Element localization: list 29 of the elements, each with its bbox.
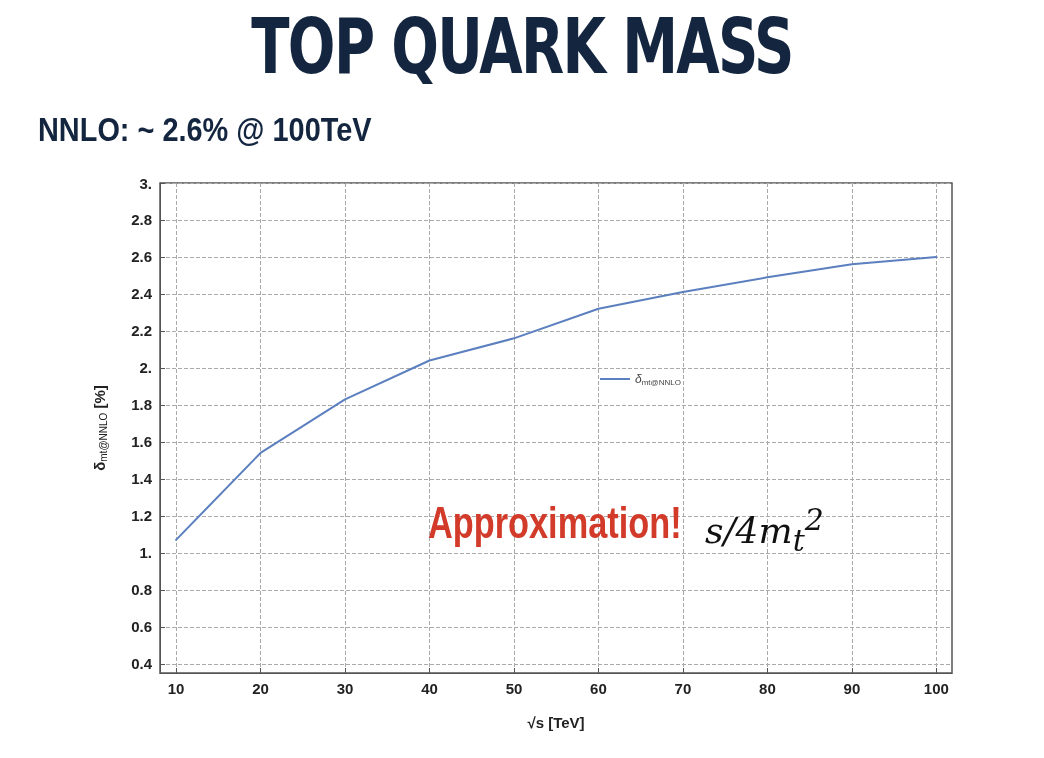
y-axis-title: δmt@NNLO [%] bbox=[90, 385, 109, 471]
x-tick-label: 20 bbox=[252, 680, 269, 697]
x-tick-label: 80 bbox=[759, 680, 776, 697]
x-tick-label: 10 bbox=[167, 680, 185, 697]
x-tick-label: 100 bbox=[923, 680, 949, 697]
y-tick-label: 1.2 bbox=[131, 507, 152, 525]
y-tick-label: 2. bbox=[139, 359, 152, 377]
y-tick-label: 2.8 bbox=[131, 211, 152, 229]
x-tick-label: 70 bbox=[674, 680, 692, 697]
y-tick-label: 2.2 bbox=[131, 322, 152, 340]
y-tick-label: 2.4 bbox=[131, 285, 153, 303]
y-tick-label: 0.6 bbox=[131, 618, 152, 636]
y-tick-label: 2.6 bbox=[131, 248, 152, 266]
chart-subtitle: NNLO: ~ 2.6% @ 100TeV bbox=[38, 110, 372, 149]
y-tick-label: 1.4 bbox=[131, 470, 153, 488]
y-tick-label: 3. bbox=[139, 174, 152, 192]
x-tick-label: 60 bbox=[590, 680, 607, 697]
x-tick-label: 90 bbox=[843, 680, 861, 697]
y-tick-label: 1.8 bbox=[131, 396, 152, 414]
y-tick-label: 1. bbox=[139, 544, 152, 562]
x-tick-label: 50 bbox=[505, 680, 523, 697]
x-tick-label: 40 bbox=[421, 680, 438, 697]
x-axis-title: √s [TeV] bbox=[527, 714, 585, 731]
y-tick-label: 0.4 bbox=[131, 655, 153, 673]
y-tick-label: 0.8 bbox=[131, 581, 152, 599]
x-tick-label: 30 bbox=[336, 680, 354, 697]
chart-title: TOP QUARK MASS bbox=[250, 2, 794, 91]
annotation: Approximation! bbox=[428, 498, 682, 548]
y-tick-label: 1.6 bbox=[131, 433, 152, 451]
